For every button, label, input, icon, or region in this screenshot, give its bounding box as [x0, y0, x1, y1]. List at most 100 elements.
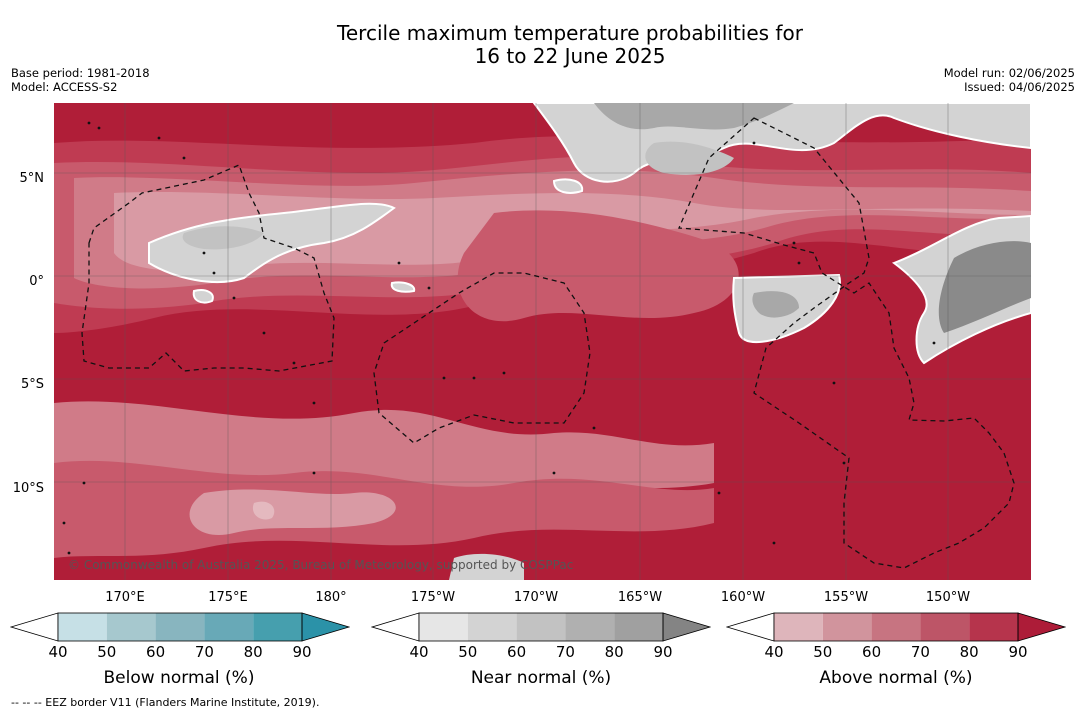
colorbar-cap-right [662, 612, 711, 642]
colorbar-tick-label: 60 [862, 643, 882, 661]
island-marker [62, 521, 66, 525]
island-marker [202, 251, 206, 255]
colorbar-segment [204, 613, 254, 641]
colorbar-title-near: Near normal (%) [470, 668, 612, 688]
lon-label-155w: 155°W [823, 590, 869, 605]
title-line-2: 16 to 22 June 2025 [474, 44, 666, 68]
island-marker [842, 461, 846, 465]
colorbar-frame [57, 612, 303, 642]
colorbar-segment [614, 613, 663, 641]
colorbar-below-normal-segments [10, 612, 350, 642]
colorbar-segment [253, 613, 302, 641]
region-near-50-small-1 [552, 178, 584, 194]
colorbar-segment [467, 613, 517, 641]
copyright-text: © Commonwealth of Australia 2025, Bureau… [68, 558, 573, 572]
colorbar-segment [106, 613, 156, 641]
colorbar-segment [419, 613, 468, 641]
island-marker [797, 261, 801, 265]
region-near-50-bottom [449, 553, 524, 580]
colorbar-tick-label: 60 [507, 643, 527, 661]
island-marker [472, 376, 476, 380]
colorbar-segment [565, 613, 615, 641]
island-marker [87, 121, 91, 125]
colorbar-near-normal-segments [371, 612, 711, 642]
colorbar-cap-right [1017, 612, 1066, 642]
region-near-50-bottom-left [252, 501, 275, 520]
colorbar-tick-label: 70 [555, 643, 575, 661]
colorbar-near-normal [371, 612, 711, 642]
colorbar-segment [969, 613, 1018, 641]
region-near-70-top [594, 103, 794, 130]
island-marker [262, 331, 266, 335]
colorbar-segment [774, 613, 823, 641]
colorbar-title-below: Below normal (%) [103, 668, 255, 688]
lon-label-165w: 165°W [617, 590, 663, 605]
colorbar-tick-label: 50 [97, 643, 117, 661]
colorbar-cap-left [10, 612, 59, 642]
colorbar-tick-label: 40 [764, 643, 784, 661]
region-near-50-small-3 [390, 281, 416, 293]
eez-border-kiribati-phoenix [373, 272, 591, 444]
region-near-50-left [148, 202, 396, 284]
island-marker [752, 141, 756, 145]
eez-border-kiribati-line [678, 117, 1015, 569]
colorbar-segment [822, 613, 872, 641]
lon-label-170e: 170°E [105, 590, 145, 605]
eez-footnote: -- -- -- EEZ border V11 (Flanders Marine… [11, 696, 320, 709]
colorbar-segment [58, 613, 107, 641]
island-marker [312, 471, 316, 475]
lon-label-175e: 175°E [208, 590, 248, 605]
island-marker [182, 156, 186, 160]
island-marker [212, 271, 216, 275]
colorbar-tick-label: 40 [48, 643, 68, 661]
lon-label-175w: 175°W [410, 590, 456, 605]
lat-label-0: 0° [29, 274, 44, 289]
eez-border-kiribati-gilbert [81, 164, 335, 372]
meta-right: Model run: 02/06/2025 Issued: 04/06/2025 [944, 66, 1075, 94]
colorbar-tick-label: 70 [910, 643, 930, 661]
island-marker [312, 401, 316, 405]
issued-date: Issued: 04/06/2025 [964, 80, 1075, 94]
colorbar-tick-label: 40 [409, 643, 429, 661]
region-near-60-left [182, 226, 264, 250]
island-marker [97, 126, 101, 130]
colorbar-segment [516, 613, 566, 641]
lat-label-5s: 5°S [20, 377, 44, 392]
lon-label-160w: 160°W [720, 590, 766, 605]
island-marker [792, 241, 796, 245]
island-marker [442, 376, 446, 380]
colorbar-tick-label: 90 [653, 643, 673, 661]
island-marker [232, 296, 236, 300]
lat-label-10s: 10°S [12, 481, 44, 496]
island-marker [832, 381, 836, 385]
colorbar-frame [773, 612, 1019, 642]
meta-left: Base period: 1981-2018 Model: ACCESS-S2 [11, 66, 150, 94]
colorbar-above-normal [726, 612, 1066, 642]
colorbar-tick-label: 90 [1008, 643, 1028, 661]
colorbar-tick-label: 80 [243, 643, 263, 661]
region-near-90-right [938, 241, 1031, 333]
lon-label-150w: 150°W [925, 590, 971, 605]
island-marker [427, 286, 431, 290]
colorbar-segment [155, 613, 205, 641]
colorbar-segment [920, 613, 970, 641]
lon-label-180: 180° [315, 590, 347, 605]
colorbar-tick-label: 60 [146, 643, 166, 661]
island-marker [397, 261, 401, 265]
colorbar-tick-label: 80 [959, 643, 979, 661]
island-marker [82, 481, 86, 485]
chart-title: Tercile maximum temperature probabilitie… [0, 22, 1085, 68]
colorbar-frame [418, 612, 664, 642]
model-run: Model run: 02/06/2025 [943, 66, 1075, 80]
colorbar-cap-left [726, 612, 775, 642]
island-marker [502, 371, 506, 375]
island-marker [292, 361, 296, 365]
colorbar-tick-label: 90 [292, 643, 312, 661]
island-marker [552, 471, 556, 475]
colorbar-tick-label: 50 [458, 643, 478, 661]
region-near-70-center [752, 291, 799, 318]
island-marker [772, 541, 776, 545]
model-name: Model: ACCESS-S2 [11, 80, 118, 94]
colorbar-tick-label: 70 [194, 643, 214, 661]
island-marker [157, 136, 161, 140]
